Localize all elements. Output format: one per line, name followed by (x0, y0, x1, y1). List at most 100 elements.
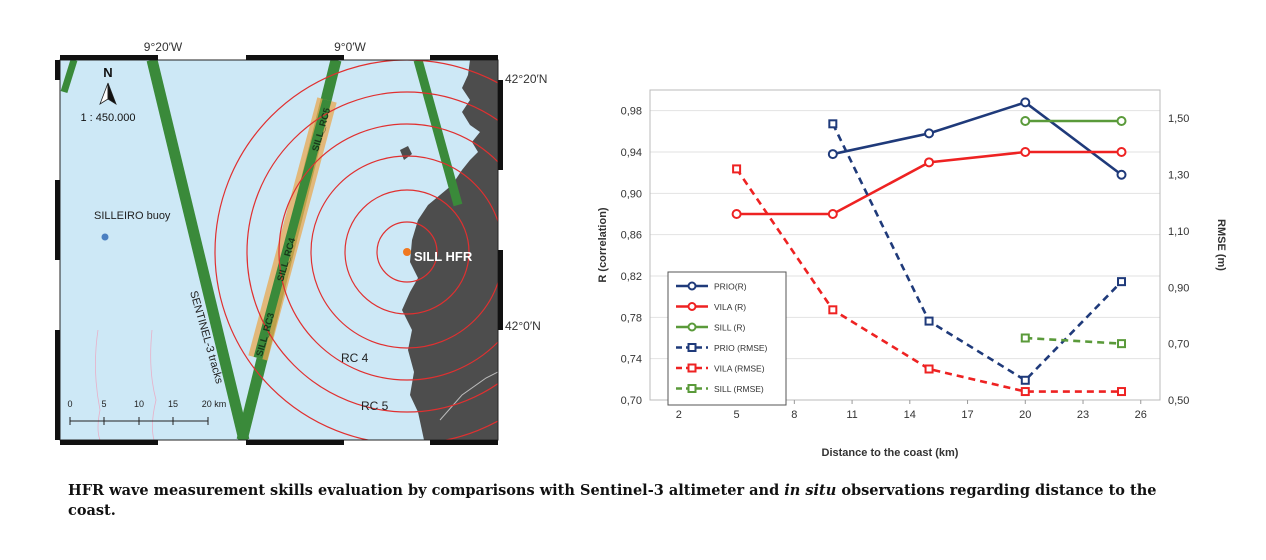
map-border-ticks (55, 55, 503, 445)
bathy-line (95, 329, 101, 440)
bathy-line (150, 329, 157, 440)
chart-panel: 0,70 0,74 0,78 0,82 0,86 0,90 0,94 0,98 0,50 0,7… (597, 89, 1227, 459)
figure-caption: HFR wave measurement skills evaluation b… (68, 481, 1188, 521)
lat-label-42-0n: 42°0′N (505, 319, 541, 333)
x-tick-label: 26 (1135, 409, 1147, 421)
legend-marker (687, 322, 697, 332)
buoy-label: SILLEIRO buoy (94, 210, 171, 222)
y2-tick-label: 0,50 (1168, 395, 1189, 407)
y-tick-label: 0,70 (621, 395, 642, 407)
scalebar-tick: 0 (67, 399, 72, 409)
x-axis: 2 5 8 11 14 17 20 23 26 (676, 400, 1147, 421)
y2-tick-label: 0,90 (1168, 282, 1189, 294)
data-point (731, 209, 742, 219)
series-3 (828, 119, 1127, 385)
y-tick-label: 0,94 (621, 147, 642, 159)
hfr-label: SILL HFR (414, 249, 473, 264)
x-tick-label: 14 (904, 409, 916, 421)
data-point (924, 316, 934, 326)
hfr-station-marker (403, 248, 411, 256)
x-tick-label: 2 (676, 409, 682, 421)
data-point (1117, 277, 1127, 287)
data-point (828, 305, 838, 315)
scalebar-tick: 10 (134, 399, 144, 409)
y-axis-right: 0,50 0,70 0,90 1,10 1,30 1,50 (1168, 113, 1189, 407)
plot-area (649, 89, 1161, 401)
range-rings (214, 60, 498, 440)
chart-legend: PRIO(R) VILA (R) SILL (R) PRIO (RMSE) VILA (… (667, 271, 787, 406)
series-line (831, 123, 1123, 382)
caption-text-end: observations regarding distance to the c… (68, 482, 1157, 519)
y-tick-label: 0,78 (621, 312, 642, 324)
series-2 (1020, 116, 1127, 126)
data-point (924, 157, 935, 168)
legend-label: SILL (RMSE) (714, 384, 764, 394)
y2-tick-label: 1,10 (1168, 226, 1189, 238)
x-axis-label: Distance to the coast (km) (822, 447, 959, 459)
data-point (828, 119, 838, 129)
scalebar-tick: 15 (168, 399, 178, 409)
series-0 (827, 97, 1127, 180)
legend-marker (687, 363, 697, 373)
coast-road (439, 371, 498, 421)
y-axis-label: R (correlation) (597, 207, 609, 283)
y-tick-label: 0,90 (621, 188, 642, 200)
legend-box (667, 271, 787, 406)
x-tick-label: 8 (791, 409, 797, 421)
data-point (924, 364, 934, 374)
legend-label: VILA (R) (714, 302, 746, 312)
y-tick-label: 0,86 (621, 230, 642, 242)
data-point (1116, 147, 1127, 157)
ring-label-rc4: RC 4 (341, 351, 369, 365)
lon-label-9-20w: 9°20′W (144, 40, 183, 54)
legend-label: VILA (RMSE) (714, 364, 765, 374)
series-line (1025, 336, 1122, 345)
caption-text: HFR wave measurement skills evaluation b… (68, 482, 785, 499)
data-point (1117, 339, 1127, 349)
legend-label: PRIO (RMSE) (714, 343, 768, 353)
lon-label-9-0w: 9°0′W (334, 40, 366, 54)
series-1 (731, 147, 1127, 219)
scalebar-tick: 5 (101, 399, 106, 409)
rc-band-track (253, 98, 332, 360)
x-tick-label: 5 (734, 409, 740, 421)
legend-marker (687, 343, 697, 352)
x-tick-label: 17 (961, 409, 973, 421)
data-point (1020, 387, 1030, 397)
coastline-land (402, 60, 498, 440)
scale-ratio: 1 : 450.000 (80, 112, 135, 124)
data-point (1020, 375, 1030, 385)
legend-marker (687, 302, 697, 311)
x-tick-label: 23 (1077, 409, 1089, 421)
data-point (924, 128, 935, 139)
x-tick-label: 11 (846, 409, 857, 421)
north-label: N (103, 65, 112, 80)
silleiro-buoy-marker (101, 233, 109, 241)
data-point (1020, 333, 1030, 343)
y-tick-label: 0,74 (621, 354, 642, 366)
map-panel: 9°20′W 9°0′W 42°20′N 42°0′N (55, 40, 547, 445)
y2-tick-label: 1,30 (1168, 170, 1189, 182)
sentinel-track-nw (60, 60, 78, 94)
y2-tick-label: 0,70 (1168, 339, 1189, 351)
scale-bar: 0 5 10 15 20 km (67, 399, 226, 425)
chart-series (731, 97, 1127, 397)
data-point (827, 149, 838, 160)
series-5 (1020, 333, 1127, 349)
sentinel-track-east (413, 60, 463, 207)
legend-label: SILL (R) (714, 323, 746, 333)
data-point (1116, 169, 1127, 180)
x-tick-label: 20 (1019, 409, 1031, 421)
series-4 (732, 164, 1127, 397)
y2-axis-label: RMSE (m) (1215, 219, 1227, 271)
y-tick-label: 0,82 (621, 271, 642, 283)
y-axis-left: 0,70 0,74 0,78 0,82 0,86 0,90 0,94 0,98 (621, 106, 642, 407)
series-line (832, 100, 1123, 176)
scalebar-tick: 20 km (202, 399, 227, 409)
ring-label-rc5: RC 5 (361, 399, 389, 413)
north-arrow-icon (99, 82, 117, 105)
y-tick-label: 0,98 (621, 106, 642, 118)
legend-marker (687, 281, 697, 291)
data-point (1020, 147, 1031, 157)
lat-label-42-20n: 42°20′N (505, 72, 547, 86)
